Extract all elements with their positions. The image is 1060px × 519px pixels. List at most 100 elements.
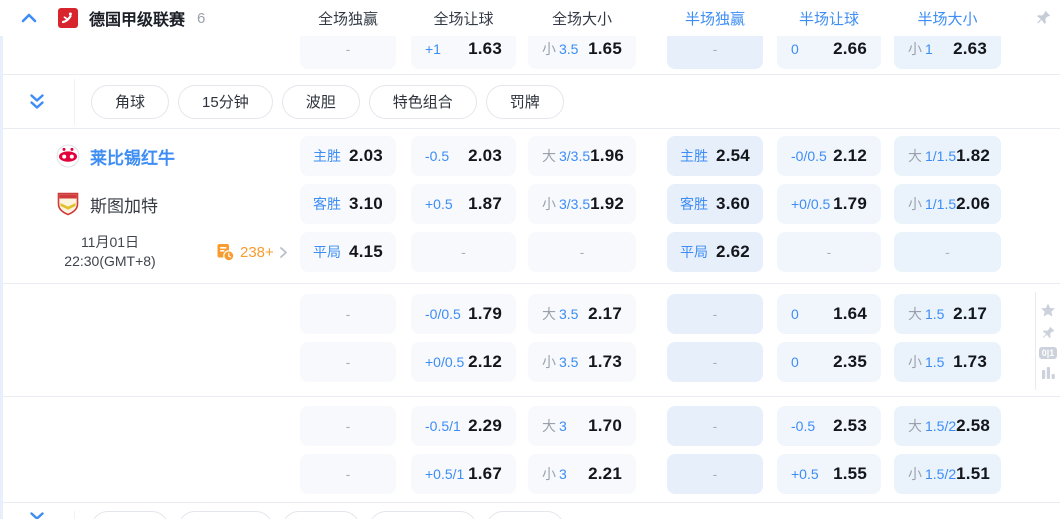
odds-cell-handicap[interactable]: -0/0.5 1.79 [411,294,516,334]
no-odds-dash: - [712,466,718,482]
stats-bar-chart-icon[interactable] [1041,366,1056,380]
bet-label: 平局 [313,244,342,260]
odds-value: 2.12 [468,352,502,371]
odds-cell-handicap-half[interactable]: 0 2.35 [777,342,881,382]
odds-value: 1.70 [588,416,622,435]
bet-label: 客胜 [313,196,342,212]
markets-doc-icon [216,243,235,262]
pill-15min[interactable]: 15分钟 [178,511,273,519]
odds-value: 2.54 [716,146,750,165]
odds-cell-handicap[interactable]: +0.5 1.87 [411,184,516,224]
pill-cards[interactable]: 罚牌 [485,511,564,519]
pill-15min[interactable]: 15分钟 [178,84,273,119]
odds-value: 3.60 [716,194,750,213]
odds-cell-handicap[interactable]: +1 1.63 [411,36,516,69]
column-header-full-win: 全场独赢 [317,10,378,28]
overunder-line: 小 3.5 [542,352,578,372]
match-time: 22:30(GMT+8) [64,253,156,269]
odds-cell-overunder[interactable]: 小 1 2.63 [894,36,1001,69]
odds-cell-overunder-half[interactable]: 小 1.5 1.73 [894,342,1001,382]
odds-cell-overunder[interactable]: 小 3.5 1.73 [528,342,636,382]
market-pill-list: 角球 15分钟 波胆 特色组合 罚牌 [91,84,564,119]
alt-line-row: - -0.5/1 2.29 大 3 1.70 - -0.5 2.53 大 1.5/2 2.5… [0,406,1060,446]
odds-cell-overunder[interactable]: 小 3.5 1.65 [528,36,636,69]
ou-line-value: 3.5 [559,41,579,57]
alt-line-row: - -0/0.5 1.79 大 3.5 2.17 - 0 1.64 大 1.5 2.17 [0,294,1060,334]
odds-cell-overunder[interactable]: 小 3 2.21 [528,454,636,494]
odds-cell-home-win[interactable]: 主胜 2.03 [300,136,396,176]
odds-cell-home-win-half[interactable]: 主胜 2.54 [667,136,763,176]
odds-cell-away-win-half[interactable]: 客胜 3.60 [667,184,763,224]
odds-cell-overunder-half[interactable]: 大 1.5/2 2.58 [894,406,1001,446]
ou-direction: 大 [542,306,556,322]
no-odds-dash: - [712,354,718,370]
pill-correct-score[interactable]: 波胆 [281,511,360,519]
odds-cell-handicap-half[interactable]: -0/0.5 2.12 [777,136,881,176]
odds-cell-handicap[interactable]: +0/0.5 2.12 [411,342,516,382]
overunder-line: 小 3/3.5 [542,194,590,214]
pill-cards[interactable]: 罚牌 [485,84,564,119]
pin-match-icon[interactable] [1041,325,1056,340]
odds-cell-handicap[interactable]: -0.5 2.03 [411,136,516,176]
expand-markets-button[interactable] [0,511,74,519]
odds-cell-empty: - [667,342,763,382]
odds-cell-handicap[interactable]: +0.5/1 1.67 [411,454,516,494]
extra-markets-bar-bottom: 角球 15分钟 波胆 特色组合 罚牌 [0,503,1060,519]
odds-cell-overunder-half[interactable]: 小 1.5/2 1.51 [894,454,1001,494]
odds-cell-draw[interactable]: 平局 4.15 [300,232,396,272]
odds-cell-overunder-half[interactable]: 大 1.5 2.17 [894,294,1001,334]
odds-cell-overunder[interactable]: 大 3.5 2.17 [528,294,636,334]
odds-value: 2.21 [588,464,622,483]
ou-line-value: 3.5 [559,354,579,370]
ou-direction: 大 [542,148,556,164]
handicap-line: -0/0.5 [791,148,827,164]
odds-cell-handicap-half[interactable]: 0 1.64 [777,294,881,334]
more-markets-link[interactable]: 238+ [216,243,288,262]
odds-cell-overunder[interactable]: 大 3 1.70 [528,406,636,446]
column-header-half-overunder: 半场大小 [917,10,978,28]
odds-cell-handicap[interactable]: 0 2.66 [777,36,881,69]
odds-value: 1.51 [956,464,991,483]
odds-value: 2.63 [953,39,987,58]
odds-cell-empty: - [300,406,396,446]
ou-direction: 小 [908,466,922,482]
odds-cell-handicap-half[interactable]: +0/0.5 1.79 [777,184,881,224]
pill-correct-score[interactable]: 波胆 [281,84,360,119]
no-odds-dash: - [345,466,351,482]
pill-corners[interactable]: 角球 [91,511,170,519]
no-odds-dash: - [345,354,351,370]
odds-cell-draw-half[interactable]: 平局 2.62 [667,232,763,272]
match-datetime: 11月01日 22:30(GMT+8) [30,233,190,271]
odds-format-toggle[interactable]: 0|1 [1038,347,1058,359]
odds-cell-overunder-half[interactable]: 小 1/1.5 2.06 [894,184,1001,224]
away-team-link[interactable]: 斯图加特 [56,192,158,217]
expand-markets-button[interactable] [0,93,74,110]
odds-cell-overunder[interactable]: 大 3/3.5 1.96 [528,136,636,176]
ou-line-value: 3/3.5 [559,196,591,212]
pill-special-combos[interactable]: 特色组合 [368,511,477,519]
home-team-logo-icon [56,144,80,168]
draw-row: 11月01日 22:30(GMT+8) 238+ 平局 4.15 - - 平局 2.… [0,232,1060,272]
odds-value: 1.82 [956,146,991,165]
alt-line-row: - +0.5/1 1.67 小 3 2.21 - +0.5 1.55 小 1.5/2 1.5… [0,454,1060,494]
ou-direction: 大 [908,418,922,434]
odds-cell-handicap[interactable]: -0.5/1 2.29 [411,406,516,446]
favorite-star-icon[interactable] [1040,302,1056,318]
odds-cell-overunder-half[interactable]: 大 1/1.5 1.82 [894,136,1001,176]
pin-icon[interactable] [1035,9,1052,31]
overunder-line: 小 1.5/2 [908,464,956,484]
odds-cell-handicap-half[interactable]: -0.5 2.53 [777,406,881,446]
match-block: 莱比锡红牛 主胜 2.03 -0.5 2.03 大 3/3.5 1.96 主胜 2.54 … [0,129,1060,284]
odds-cell-handicap-half[interactable]: +0.5 1.55 [777,454,881,494]
double-chevron-down-icon [28,93,46,110]
handicap-line: +0/0.5 [425,354,465,370]
odds-value: 1.96 [590,146,625,165]
overunder-line: 小 1.5 [908,352,944,372]
pill-special-combos[interactable]: 特色组合 [368,84,477,119]
odds-cell-away-win[interactable]: 客胜 3.10 [300,184,396,224]
markets-count: 238+ [240,243,274,261]
pill-corners[interactable]: 角球 [91,84,170,119]
collapse-league-button[interactable] [18,7,40,29]
odds-cell-overunder[interactable]: 小 3/3.5 1.92 [528,184,636,224]
home-team-link[interactable]: 莱比锡红牛 [56,144,175,169]
